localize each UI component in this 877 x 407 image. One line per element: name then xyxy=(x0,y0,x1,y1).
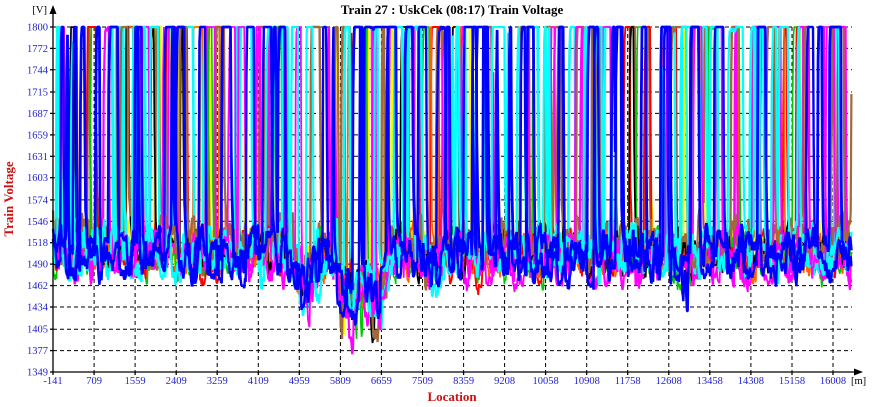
y-axis-unit-label: [V] xyxy=(32,5,47,16)
series-trace-13 xyxy=(51,25,853,319)
x-tick-label: 10908 xyxy=(574,376,600,387)
x-tick-label: 5809 xyxy=(330,376,351,387)
x-tick-label: 7509 xyxy=(412,376,433,387)
y-axis-arrow-icon xyxy=(49,5,57,14)
y-tick-label: 1687 xyxy=(27,109,48,120)
y-tick-label: 1377 xyxy=(27,346,48,357)
y-tick-label: 1349 xyxy=(27,368,48,379)
y-tick-label: 1744 xyxy=(27,65,49,76)
y-tick-label: 1405 xyxy=(27,325,48,336)
chart-title: Train 27 : UskCek (08:17) Train Voltage xyxy=(341,2,564,17)
x-tick-label: 13458 xyxy=(697,376,723,387)
x-tick-label: 6659 xyxy=(371,376,392,387)
y-tick-label: 1574 xyxy=(27,195,49,206)
y-tick-label: 1715 xyxy=(27,88,48,99)
y-tick-label: 1518 xyxy=(27,238,48,249)
x-tick-label: 10058 xyxy=(532,376,558,387)
x-tick-label: 2409 xyxy=(166,376,187,387)
x-tick-label: 14308 xyxy=(738,376,764,387)
x-tick-label: 4959 xyxy=(289,376,310,387)
x-tick-label: 12608 xyxy=(656,376,682,387)
y-tick-label: 1490 xyxy=(27,260,48,271)
x-tick-label: 9208 xyxy=(494,376,515,387)
x-tick-label: -141 xyxy=(43,376,62,387)
x-tick-label: 15158 xyxy=(779,376,805,387)
y-tick-label: 1603 xyxy=(27,173,48,184)
y-axis-title: Train Voltage xyxy=(1,161,16,236)
x-axis-title: Location xyxy=(427,389,477,404)
x-axis-unit-label: [m] xyxy=(851,376,866,387)
x-tick-label: 16008 xyxy=(820,376,846,387)
y-tick-label: 1772 xyxy=(27,44,48,55)
series-layer xyxy=(51,25,853,355)
y-tick-label: 1462 xyxy=(27,281,48,292)
y-tick-label: 1659 xyxy=(27,130,48,141)
x-axis-arrow-icon xyxy=(854,368,863,376)
y-tick-label: 1434 xyxy=(27,303,49,314)
y-tick-label: 1631 xyxy=(27,152,48,163)
axis-layer: -141 709 1559 2409 3259 4109 4959 5809 6659 7509 8… xyxy=(27,5,863,387)
x-tick-label: 709 xyxy=(86,376,102,387)
x-tick-label: 8359 xyxy=(453,376,474,387)
x-tick-label: 4109 xyxy=(248,376,269,387)
y-tick-label: 1800 xyxy=(27,23,48,34)
x-tick-label: 11758 xyxy=(615,376,641,387)
x-tick-label: 3259 xyxy=(207,376,228,387)
y-tick-label: 1546 xyxy=(27,217,48,228)
x-tick-label: 1559 xyxy=(125,376,146,387)
